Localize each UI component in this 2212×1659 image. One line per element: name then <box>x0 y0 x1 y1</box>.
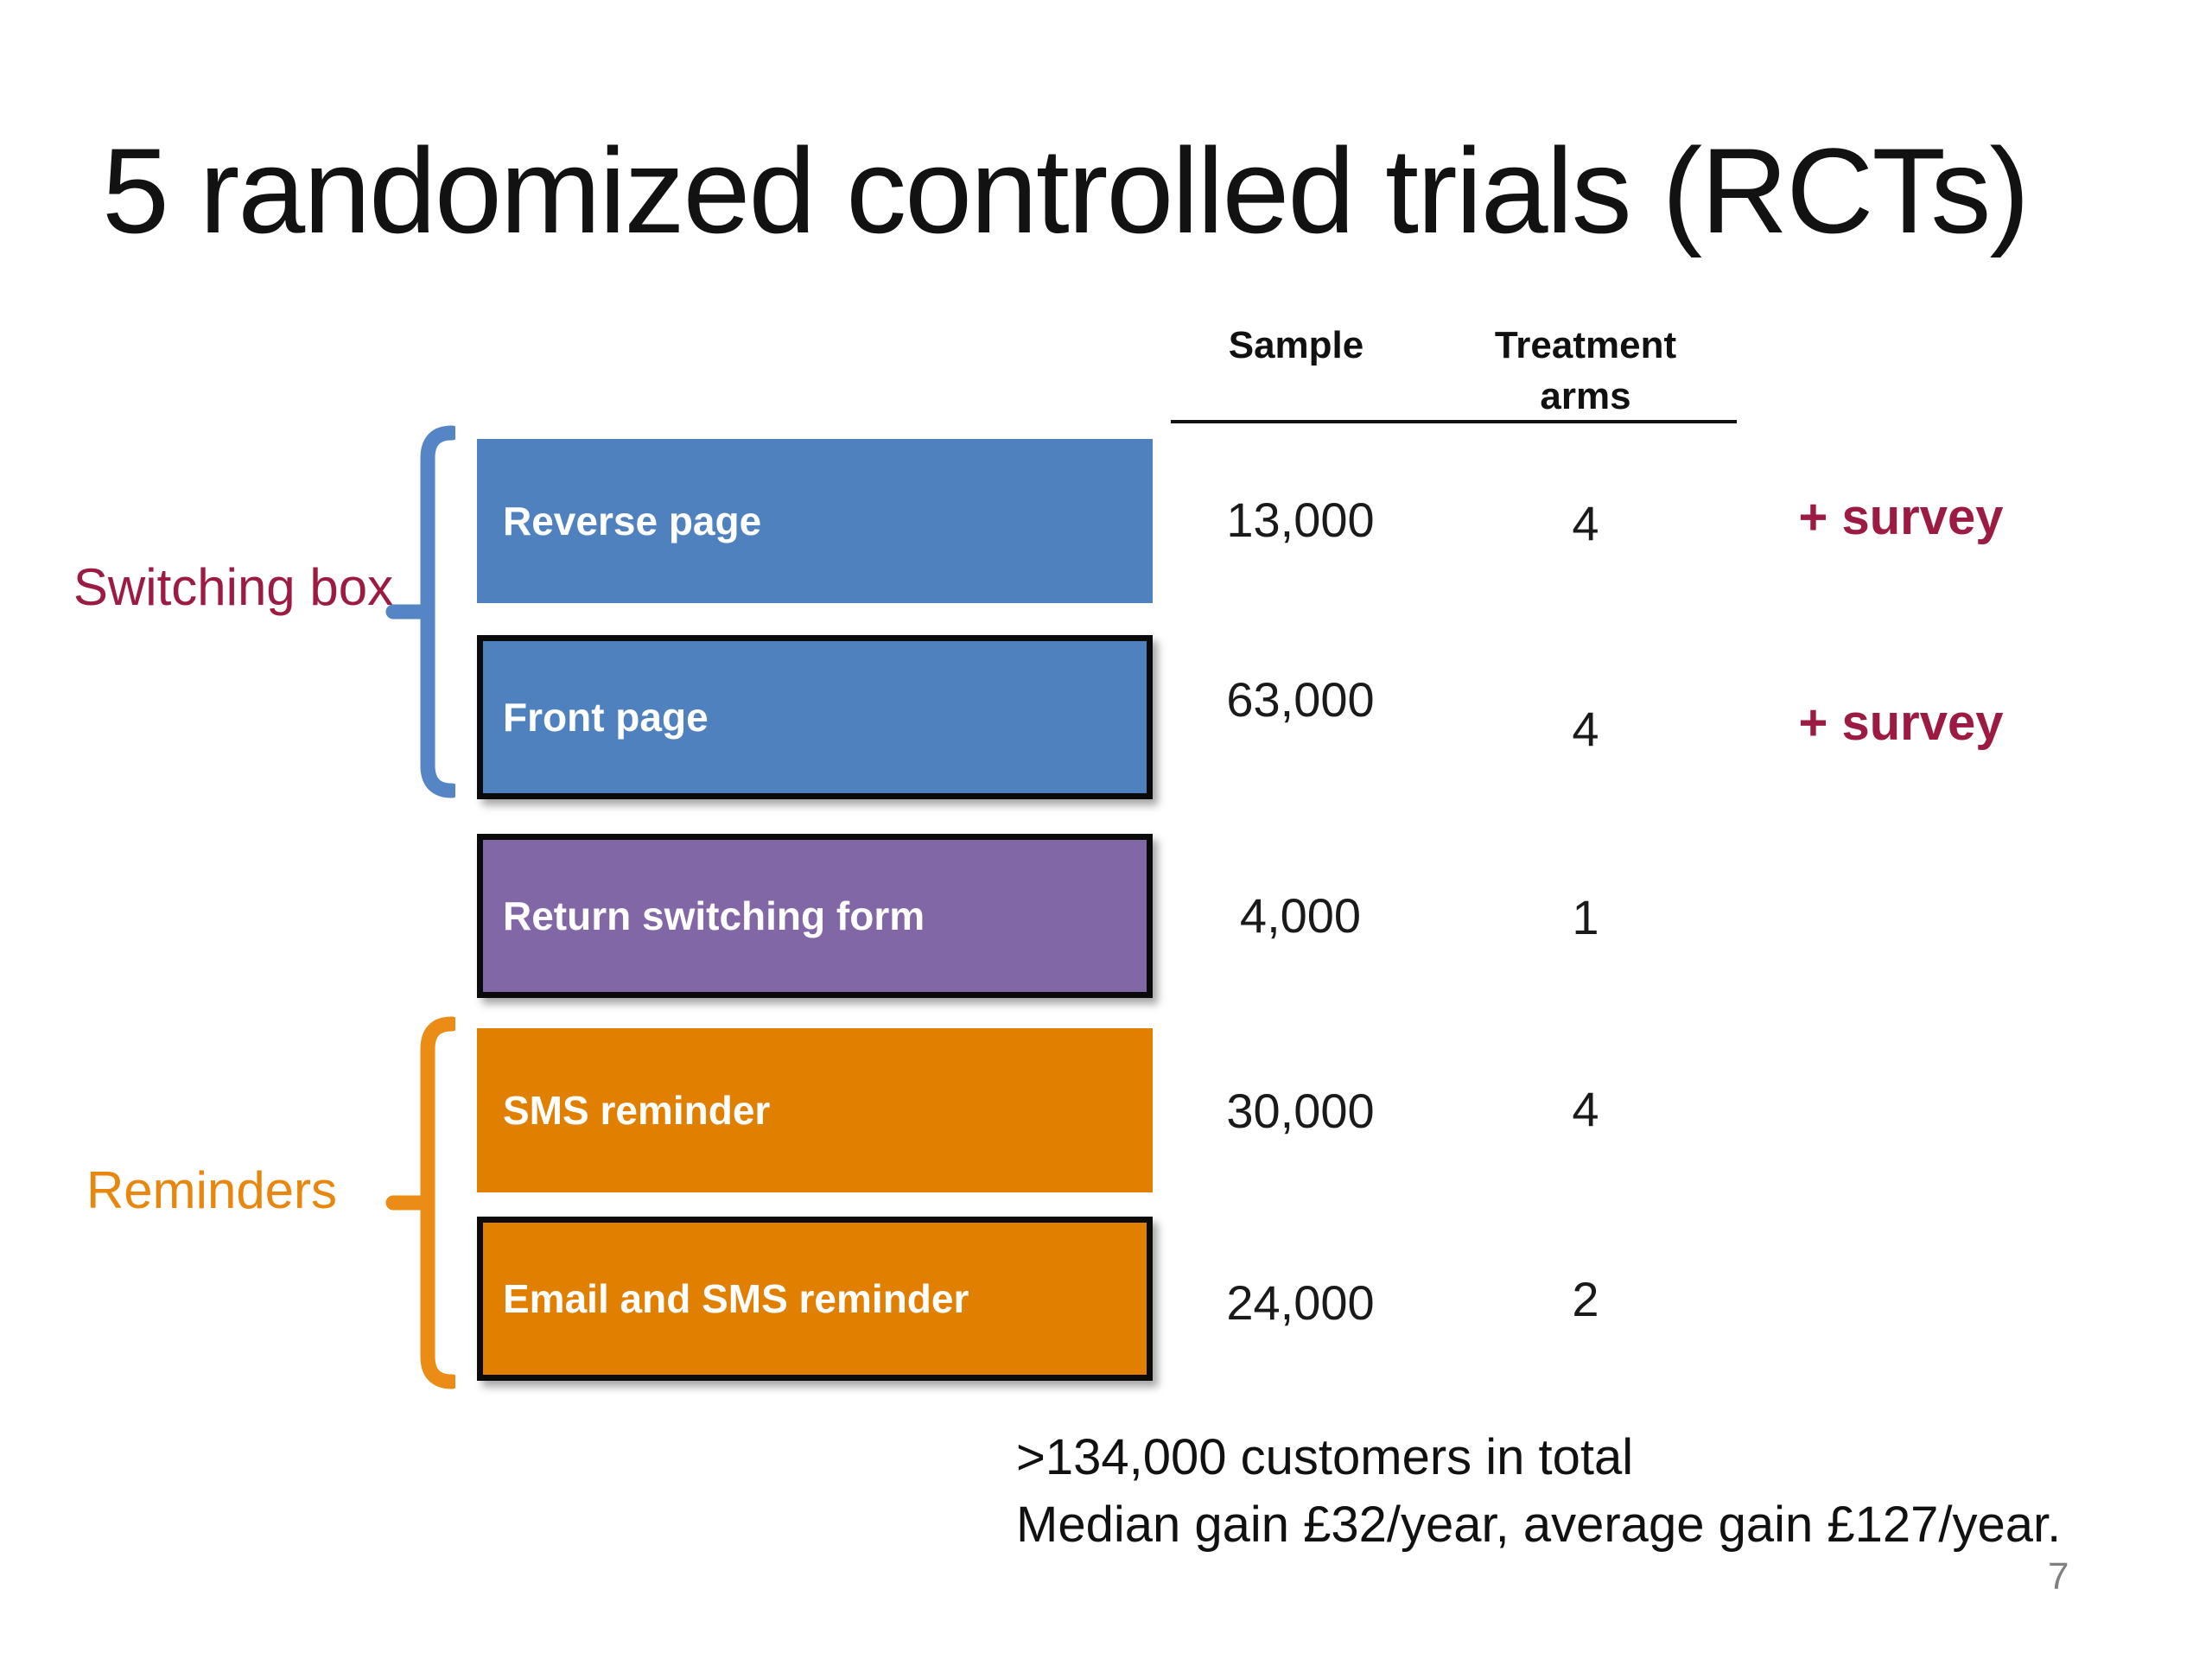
column-header-sample: Sample <box>1228 324 1364 366</box>
sample-value: 24,000 <box>1226 1275 1375 1330</box>
trial-box-label: Front page <box>503 695 709 740</box>
sample-value: 13,000 <box>1226 493 1375 547</box>
sample-value: 30,000 <box>1226 1084 1375 1138</box>
summary-line-gain: Median gain £32/year, average gain £127/… <box>1016 1497 2062 1554</box>
group-label-reminders: Reminders <box>86 1161 338 1219</box>
treatment-arms-value: 4 <box>1572 1082 1599 1136</box>
group-label-switching-box: Switching box <box>73 558 394 616</box>
trial-box-label: SMS reminder <box>503 1088 771 1133</box>
column-header-treatment-arms: Treatment arms <box>1494 324 1677 418</box>
treatment-arms-value: 1 <box>1572 890 1599 944</box>
survey-note: + survey <box>1798 695 2004 751</box>
summary-text: >134,000 customers in total Median gain … <box>1016 1424 2061 1560</box>
switching-group-brace <box>385 425 455 798</box>
summary-line-total: >134,000 customers in total <box>1016 1429 1634 1485</box>
reminders-group-brace <box>385 1016 455 1389</box>
sample-value: 63,000 <box>1226 672 1375 727</box>
trial-box-label: Reverse page <box>503 499 762 543</box>
header-underline <box>1171 420 1737 423</box>
slide-title: 5 randomized controlled trials (RCTs) <box>102 123 2030 258</box>
trial-box-label: Return switching form <box>503 893 925 938</box>
trial-box-front-page: Front page <box>477 635 1153 799</box>
page-number: 7 <box>2048 1555 2069 1598</box>
trial-box-reverse-page: Reverse page <box>477 439 1153 603</box>
survey-note: + survey <box>1798 489 2004 545</box>
treatment-arms-value: 4 <box>1572 496 1599 550</box>
trial-box-sms-reminder: SMS reminder <box>477 1028 1153 1192</box>
treatment-arms-value: 4 <box>1572 702 1599 756</box>
trial-box-email-sms-reminder: Email and SMS reminder <box>477 1217 1153 1381</box>
trial-box-return-switching-form: Return switching form <box>477 834 1153 998</box>
treatment-arms-value: 2 <box>1572 1272 1599 1326</box>
trial-box-label: Email and SMS reminder <box>503 1276 969 1321</box>
sample-value: 4,000 <box>1239 888 1362 943</box>
